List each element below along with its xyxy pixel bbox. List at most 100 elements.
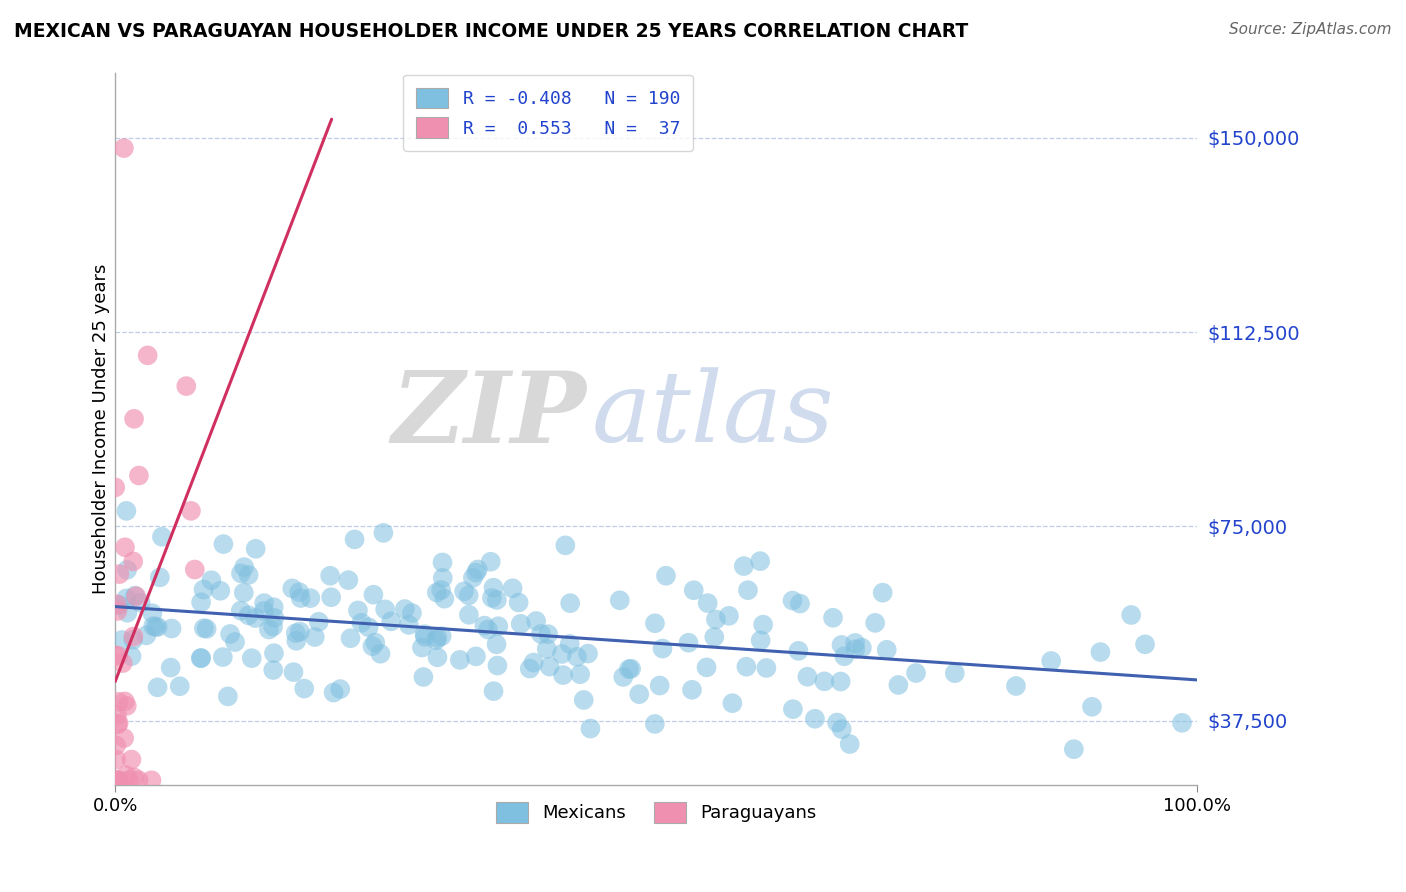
Point	[122, 412, 145, 426]
Point	[943, 666, 966, 681]
Point	[357, 620, 380, 634]
Point	[105, 597, 128, 611]
Point	[141, 773, 163, 788]
Point	[537, 627, 560, 641]
Point	[176, 379, 198, 393]
Point	[1081, 699, 1104, 714]
Point	[426, 631, 449, 645]
Point	[482, 684, 505, 698]
Point	[238, 608, 260, 623]
Point	[749, 633, 772, 648]
Point	[486, 658, 509, 673]
Point	[394, 602, 416, 616]
Point	[105, 604, 128, 618]
Point	[329, 682, 352, 697]
Point	[169, 679, 191, 693]
Point	[609, 593, 631, 607]
Point	[135, 628, 157, 642]
Point	[523, 656, 546, 670]
Y-axis label: Householder Income Under 25 years: Householder Income Under 25 years	[93, 264, 110, 594]
Point	[141, 606, 163, 620]
Point	[122, 771, 145, 785]
Text: MEXICAN VS PARAGUAYAN HOUSEHOLDER INCOME UNDER 25 YEARS CORRELATION CHART: MEXICAN VS PARAGUAYAN HOUSEHOLDER INCOME…	[14, 22, 969, 41]
Point	[696, 596, 718, 610]
Point	[838, 737, 860, 751]
Point	[749, 554, 772, 568]
Point	[217, 690, 239, 704]
Point	[398, 618, 420, 632]
Point	[576, 647, 599, 661]
Point	[125, 589, 148, 603]
Point	[530, 627, 553, 641]
Point	[115, 591, 138, 606]
Point	[146, 681, 169, 695]
Point	[617, 662, 640, 676]
Point	[107, 717, 129, 731]
Point	[508, 595, 530, 609]
Point	[477, 623, 499, 637]
Point	[628, 687, 651, 701]
Point	[112, 141, 135, 155]
Point	[804, 712, 827, 726]
Point	[620, 662, 643, 676]
Point	[253, 596, 276, 610]
Point	[105, 708, 128, 723]
Point	[558, 637, 581, 651]
Point	[464, 649, 486, 664]
Point	[114, 541, 136, 555]
Point	[782, 593, 804, 607]
Point	[430, 582, 453, 597]
Point	[644, 717, 666, 731]
Point	[319, 568, 342, 582]
Text: Source: ZipAtlas.com: Source: ZipAtlas.com	[1229, 22, 1392, 37]
Point	[128, 773, 150, 788]
Point	[569, 667, 592, 681]
Point	[449, 653, 471, 667]
Point	[115, 768, 138, 782]
Point	[905, 666, 928, 681]
Point	[752, 617, 775, 632]
Point	[370, 647, 392, 661]
Point	[721, 696, 744, 710]
Point	[288, 624, 311, 639]
Point	[146, 620, 169, 634]
Point	[821, 611, 844, 625]
Point	[704, 612, 727, 626]
Point	[193, 582, 215, 597]
Point	[524, 614, 547, 628]
Point	[104, 480, 127, 494]
Point	[343, 533, 366, 547]
Point	[678, 636, 700, 650]
Point	[219, 627, 242, 641]
Point	[551, 647, 574, 661]
Point	[696, 660, 718, 674]
Point	[851, 640, 873, 655]
Point	[796, 670, 818, 684]
Point	[200, 573, 222, 587]
Point	[211, 650, 233, 665]
Point	[737, 583, 759, 598]
Point	[401, 606, 423, 620]
Point	[195, 622, 218, 636]
Point	[118, 773, 141, 788]
Point	[350, 615, 373, 630]
Point	[536, 641, 558, 656]
Point	[703, 630, 725, 644]
Point	[190, 595, 212, 609]
Point	[887, 678, 910, 692]
Point	[107, 716, 129, 731]
Point	[283, 665, 305, 679]
Legend: Mexicans, Paraguayans: Mexicans, Paraguayans	[488, 795, 824, 830]
Point	[681, 682, 703, 697]
Point	[233, 560, 256, 574]
Point	[253, 604, 276, 618]
Point	[374, 602, 396, 616]
Point	[1005, 679, 1028, 693]
Point	[735, 659, 758, 673]
Point	[363, 588, 385, 602]
Point	[115, 698, 138, 713]
Point	[457, 607, 479, 622]
Point	[108, 598, 131, 612]
Point	[412, 670, 434, 684]
Point	[872, 585, 894, 599]
